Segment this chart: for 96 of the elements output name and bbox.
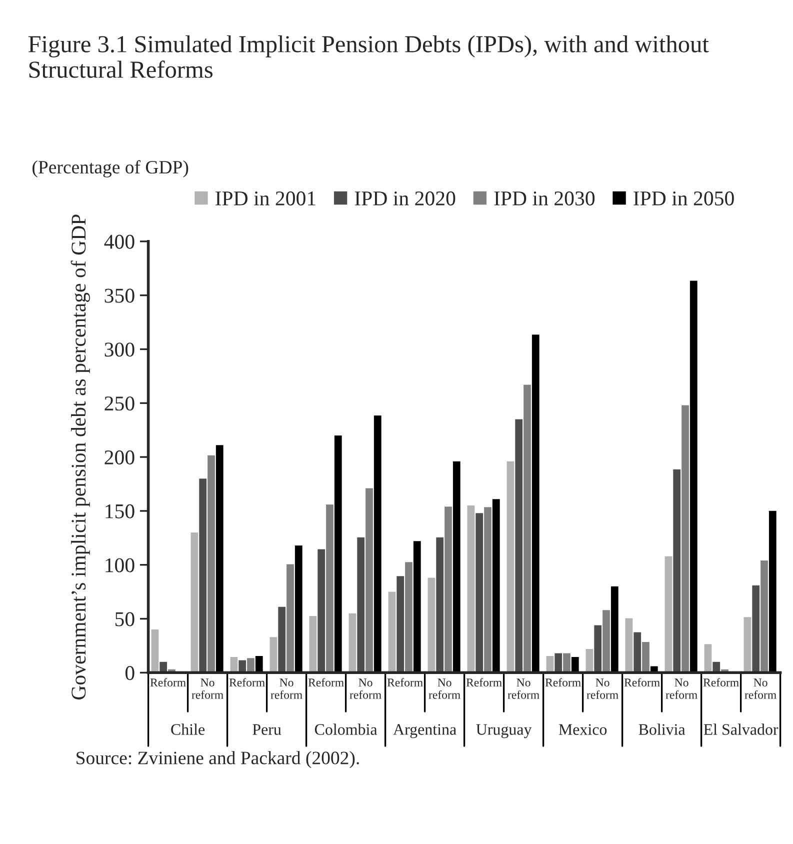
bar <box>278 606 286 673</box>
bar <box>744 617 752 673</box>
bar <box>610 586 618 673</box>
bar <box>294 545 302 673</box>
text: Colombia <box>314 724 378 735</box>
bar <box>673 469 681 673</box>
legend-label: IPD in 2020 <box>354 191 456 206</box>
chart-subtitle: (Percentage of GDP) <box>32 160 188 178</box>
bar <box>388 592 396 673</box>
bar <box>506 461 514 673</box>
bar <box>760 560 768 673</box>
bar <box>594 625 602 673</box>
x-tick-label: No reform <box>666 678 698 699</box>
text: Chile <box>171 724 205 735</box>
bar <box>318 549 326 673</box>
bar <box>428 578 436 673</box>
x-tick-label: No reform <box>192 678 224 699</box>
bar <box>190 532 198 673</box>
bar <box>532 334 540 673</box>
y-tick-label: 200 <box>104 450 134 464</box>
x-tick-label: No reform <box>744 678 776 699</box>
source-note: Source: Zviniene and Packard (2002). <box>76 751 359 768</box>
y-tick-label: 350 <box>104 288 134 303</box>
x-tick-label: Reform <box>545 678 581 687</box>
bar <box>476 513 484 673</box>
bar <box>334 435 342 673</box>
bar <box>571 657 579 673</box>
bar <box>554 653 562 673</box>
bar <box>366 488 373 673</box>
bar <box>270 637 278 673</box>
bar <box>208 455 215 673</box>
chart-title: Figure 3.1 Simulated Implicit Pension Debts (IPDs), with and without Structural Reforms <box>28 35 709 78</box>
text: Uruguay <box>476 724 532 738</box>
text: Mexico <box>558 724 607 735</box>
bar <box>326 504 334 673</box>
y-tick-label: 50 <box>115 612 134 626</box>
y-tick-label: 100 <box>106 558 134 572</box>
bar <box>452 461 460 673</box>
y-tick-label: 300 <box>104 342 134 357</box>
bar <box>484 507 492 673</box>
bar <box>704 644 712 673</box>
bar <box>524 384 531 673</box>
bar <box>436 537 444 673</box>
x-tick-label: Reform <box>466 678 502 687</box>
y-tick-label: 0 <box>125 666 134 680</box>
bar <box>563 653 570 673</box>
bar <box>515 419 523 673</box>
y-tick-label: 250 <box>104 396 134 411</box>
bar <box>216 445 224 673</box>
bar <box>405 562 412 673</box>
bar <box>255 656 263 673</box>
bar <box>396 576 404 673</box>
bar <box>752 585 760 673</box>
bar <box>642 642 650 673</box>
y-tick-label: 150 <box>106 504 134 518</box>
x-tick-label: Reform <box>387 678 423 687</box>
bar <box>357 537 365 673</box>
bar <box>348 613 356 673</box>
bar <box>374 416 382 673</box>
bar <box>238 660 246 673</box>
x-tick-label: Reform <box>308 678 344 687</box>
bar <box>634 632 642 673</box>
x-tick-label: No reform <box>586 678 618 699</box>
bar <box>682 405 689 673</box>
x-tick-label: No reform <box>270 678 302 699</box>
bar <box>625 618 633 673</box>
bar <box>664 556 672 673</box>
legend-label: IPD in 2001 <box>216 191 316 206</box>
text: Argentina <box>393 724 456 738</box>
legend-label: IPD in 2050 <box>634 191 734 206</box>
y-tick-label: 400 <box>104 234 134 249</box>
x-tick-label: No reform <box>428 678 460 699</box>
text: El Salvador <box>704 724 778 735</box>
bar <box>309 616 317 673</box>
bar <box>467 506 475 673</box>
bar <box>151 630 159 673</box>
y-axis-title: Government’s implicit pension debt as percentage of GDP <box>70 214 90 700</box>
text: Bolivia <box>638 724 686 735</box>
x-tick-label: No reform <box>350 678 382 699</box>
x-tick-label: Reform <box>150 678 186 687</box>
x-tick-label: No reform <box>508 678 540 699</box>
x-tick-label: Reform <box>229 678 265 687</box>
bar <box>444 506 452 673</box>
bar <box>286 564 294 673</box>
bar <box>199 478 207 673</box>
x-tick-label: Reform <box>703 678 739 687</box>
bar <box>586 648 594 673</box>
bar <box>413 541 421 673</box>
text: Peru <box>252 724 282 735</box>
bar <box>602 610 610 673</box>
legend-label: IPD in 2030 <box>494 191 595 206</box>
bar <box>247 658 254 673</box>
bar <box>768 510 776 673</box>
bar <box>690 280 698 673</box>
x-tick-label: Reform <box>624 678 660 687</box>
bar <box>492 499 500 673</box>
